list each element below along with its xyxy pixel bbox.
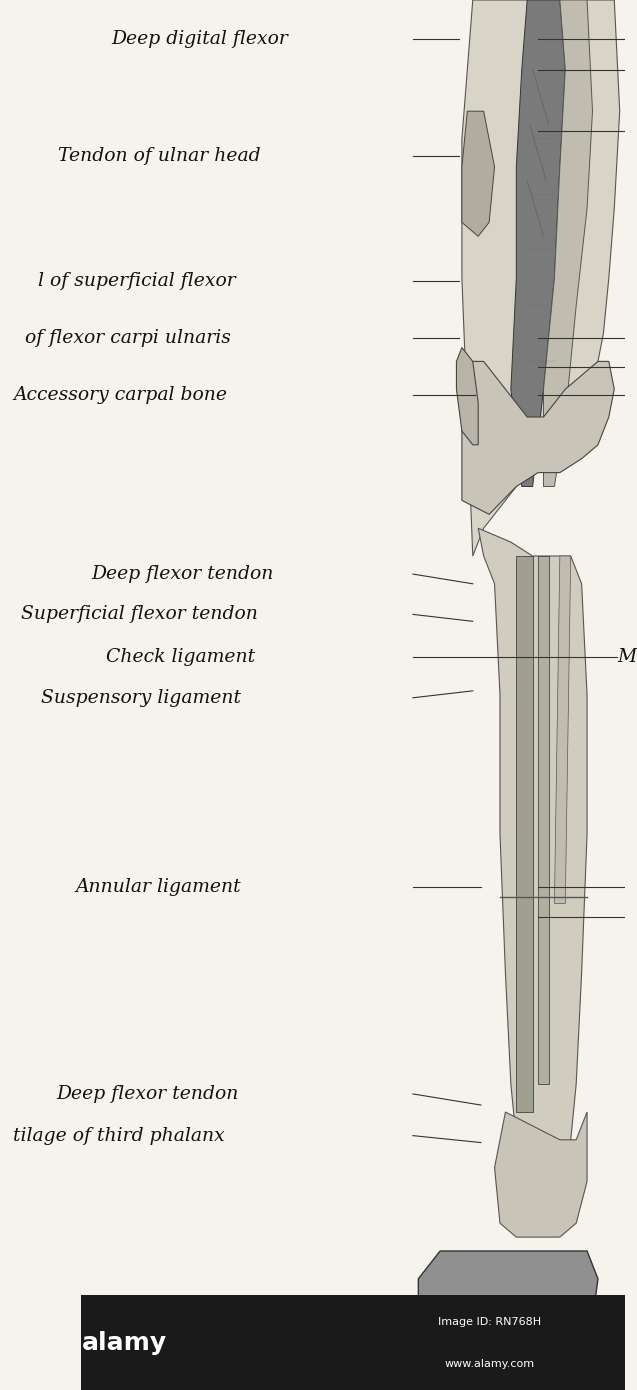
Text: Deep flexor tendon: Deep flexor tendon <box>57 1086 239 1102</box>
Polygon shape <box>554 556 571 904</box>
Text: Deep flexor tendon: Deep flexor tendon <box>92 566 274 582</box>
Text: Accessory carpal bone: Accessory carpal bone <box>14 386 228 403</box>
Polygon shape <box>538 556 549 1084</box>
Polygon shape <box>511 0 565 486</box>
Polygon shape <box>419 1251 598 1390</box>
Text: Superficial flexor tendon: Superficial flexor tendon <box>21 606 258 623</box>
Polygon shape <box>478 528 587 1154</box>
Polygon shape <box>517 556 533 1112</box>
Bar <box>81 1295 625 1390</box>
Text: of flexor carpi ulnaris: of flexor carpi ulnaris <box>25 329 231 346</box>
Text: Deep digital flexor: Deep digital flexor <box>111 31 288 47</box>
Polygon shape <box>462 0 620 556</box>
Polygon shape <box>457 348 478 445</box>
Text: Tendon of ulnar head: Tendon of ulnar head <box>58 147 261 164</box>
Text: Suspensory ligament: Suspensory ligament <box>41 689 241 706</box>
Polygon shape <box>494 1112 587 1237</box>
Text: Annular ligament: Annular ligament <box>76 878 241 895</box>
Text: tilage of third phalanx: tilage of third phalanx <box>13 1127 225 1144</box>
Text: alamy: alamy <box>82 1330 167 1355</box>
Polygon shape <box>462 361 614 514</box>
Text: Check ligament: Check ligament <box>106 649 255 666</box>
Polygon shape <box>462 111 494 236</box>
Text: M: M <box>617 649 636 666</box>
Text: l of superficial flexor: l of superficial flexor <box>38 272 236 289</box>
Text: Image ID: RN768H: Image ID: RN768H <box>438 1316 541 1327</box>
Polygon shape <box>543 0 592 486</box>
Text: www.alamy.com: www.alamy.com <box>444 1358 534 1369</box>
